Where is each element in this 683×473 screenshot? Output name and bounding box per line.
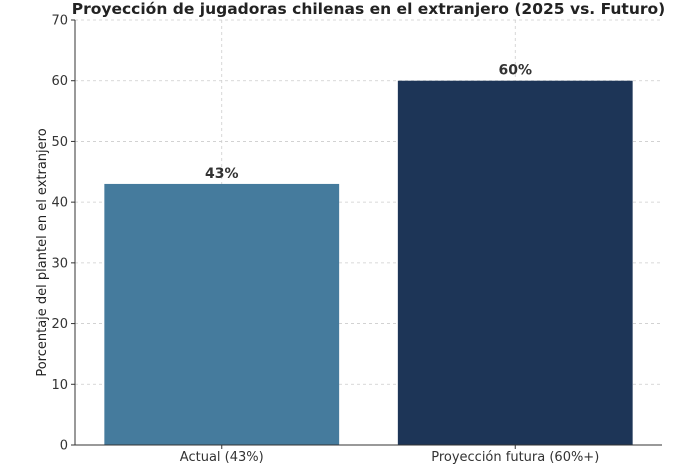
x-ticks: Actual (43%) Proyección futura (60%+): [180, 445, 599, 465]
y-ticks: 0 10 20 30 40 50 60 70: [51, 14, 75, 454]
y-tick-label: 10: [51, 378, 68, 393]
y-tick-label: 40: [51, 196, 68, 211]
bar-data-label: 43%: [205, 166, 239, 182]
bar: [397, 80, 633, 445]
chart-title: Proyección de jugadoras chilenas en el e…: [72, 0, 666, 18]
y-tick-label: 70: [51, 14, 68, 29]
y-tick-label: 20: [51, 317, 68, 332]
y-tick-label: 50: [51, 135, 68, 150]
y-tick-label: 30: [51, 256, 68, 271]
bar: [104, 183, 340, 445]
bars-layer: [104, 80, 633, 445]
y-tick-label: 60: [51, 74, 68, 89]
x-tick-label: Actual (43%): [180, 450, 264, 465]
data-labels: 43% 60%: [205, 63, 532, 182]
x-tick-label: Proyección futura (60%+): [431, 450, 599, 465]
bar-data-label: 60%: [498, 63, 532, 79]
y-tick-label: 0: [60, 439, 68, 454]
y-axis-label: Porcentaje del plantel en el extranjero: [35, 128, 50, 376]
